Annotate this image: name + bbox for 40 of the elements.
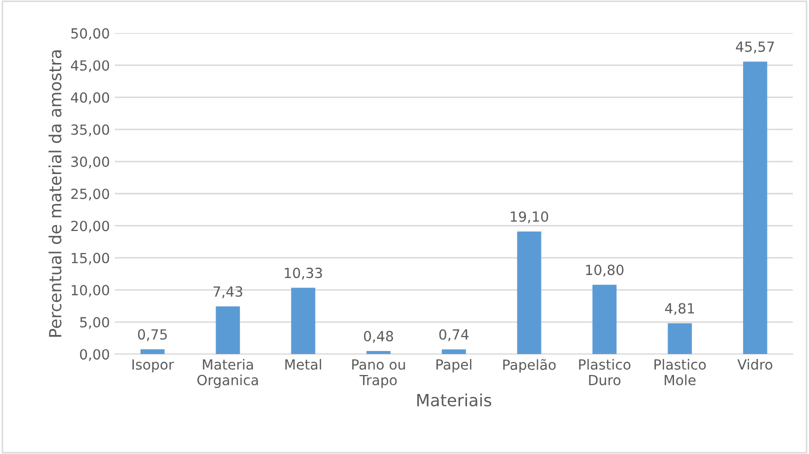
y-tick-label: 20,00 [71, 220, 110, 233]
y-tick-label: 25,00 [71, 188, 110, 201]
y-tick-label: 15,00 [72, 252, 110, 265]
bar [366, 351, 391, 354]
x-tick-label: Papelão [503, 358, 556, 373]
x-tick-label: Materia Organica [197, 358, 258, 388]
data-label: 19,10 [510, 211, 548, 224]
x-tick-label: Isopor [132, 359, 174, 372]
x-axis-title: Materiais [417, 394, 492, 406]
data-label: 45,57 [736, 42, 774, 54]
x-tick-label: Papel [436, 358, 472, 372]
x-tick-label: Plastico Duro [579, 358, 630, 386]
y-tick-label: 45,00 [70, 60, 110, 72]
bar [592, 284, 617, 354]
data-label: 7,43 [214, 286, 242, 298]
data-label: 0,74 [439, 329, 469, 342]
x-tick-label: Plastico Mole [654, 358, 706, 386]
y-tick-label: 35,00 [71, 124, 110, 136]
data-label: 0,48 [364, 330, 394, 343]
y-tick-label: 40,00 [70, 92, 110, 104]
y-tick-label: 50,00 [71, 28, 110, 40]
data-label: 10,33 [284, 268, 322, 280]
y-axis-title: Percentual de material da amostra [48, 50, 62, 337]
x-tick-label: Metal [285, 358, 322, 370]
y-tick-label: 5,00 [80, 316, 110, 329]
data-label: 0,75 [138, 329, 167, 342]
x-tick-label: Pano ou Trapo [352, 359, 405, 388]
y-tick-label: 30,00 [71, 156, 110, 168]
data-label: 4,81 [665, 303, 694, 316]
bar [743, 62, 768, 354]
y-tick-label: 0,00 [80, 349, 110, 362]
data-label: 10,80 [586, 264, 624, 277]
bar [216, 306, 240, 354]
x-tick-label: Vidro [737, 358, 772, 370]
bar [442, 349, 466, 354]
bar [140, 349, 165, 354]
bar [517, 232, 542, 354]
bar [291, 288, 316, 354]
y-tick-label: 10,00 [72, 284, 110, 297]
bar [668, 323, 692, 354]
